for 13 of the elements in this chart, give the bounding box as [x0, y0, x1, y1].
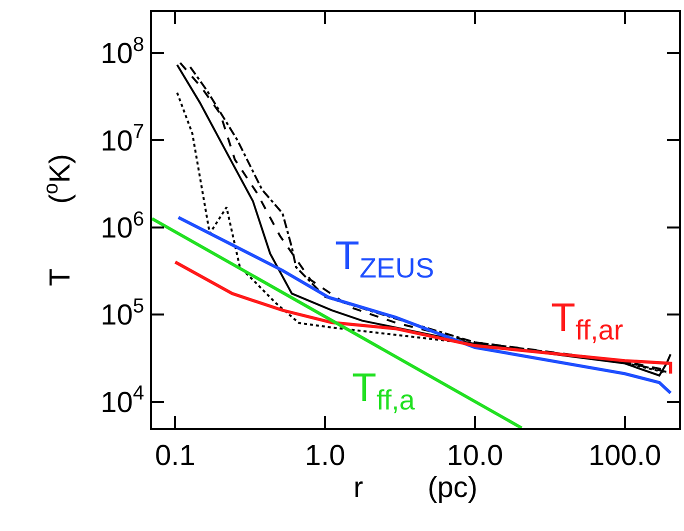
series-label: T$_{ff,ar}$ — [551, 296, 624, 346]
x-tick-label: 100.0 — [588, 440, 662, 472]
y-tick-label: 10$^{7}$ — [100, 121, 144, 158]
y-tick-label: 10$^{6}$ — [100, 208, 144, 245]
series-label: T$_{ff,a}$ — [352, 366, 416, 416]
series-label: T$_{ZEUS}$ — [335, 234, 434, 284]
y-tick-label: 10$^{8}$ — [100, 34, 144, 70]
y-tick-label: 10$^{5}$ — [100, 296, 144, 332]
x-tick-label: 10.0 — [446, 440, 504, 472]
y-tick-label: 10$^{4}$ — [100, 382, 144, 419]
x-tick-label: 1.0 — [304, 440, 346, 472]
x-axis-title: r (pc) — [353, 472, 478, 504]
x-tick-label: 0.1 — [155, 440, 196, 472]
